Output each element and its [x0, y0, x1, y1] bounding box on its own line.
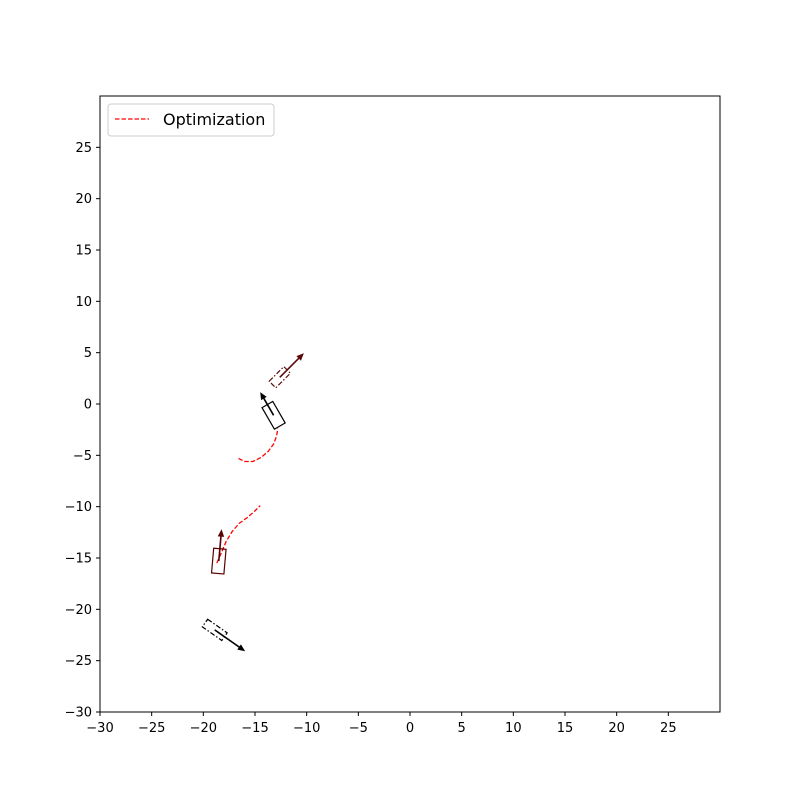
x-tick-label: 0 — [406, 721, 414, 736]
vehicle-4 — [201, 618, 246, 652]
legend-box — [107, 103, 275, 137]
y-tick-label: 5 — [84, 346, 92, 361]
heading-arrow-shaft — [279, 356, 301, 378]
y-tick-label: 0 — [84, 398, 92, 413]
x-tick-label: 25 — [660, 721, 677, 736]
series-line-optimization — [216, 505, 261, 564]
x-tick-label: 5 — [458, 721, 466, 736]
y-tick-label: −5 — [73, 449, 92, 464]
vehicle-1 — [260, 392, 286, 430]
x-tick-label: 10 — [505, 721, 522, 736]
x-axis: −30 −25 −20 −15 −10 −5 0 5 10 15 20 25 — [86, 712, 677, 736]
x-tick-label: −5 — [349, 721, 368, 736]
heading-arrow-head — [296, 353, 304, 361]
vehicle-3 — [210, 529, 227, 575]
y-tick-label: −25 — [65, 654, 92, 669]
heading-arrow-head — [237, 644, 246, 652]
heading-arrow-head — [217, 529, 225, 537]
x-tick-label: −20 — [190, 721, 217, 736]
y-tick-label: 15 — [75, 244, 92, 259]
x-tick-label: −15 — [241, 721, 268, 736]
vehicle-2 — [268, 353, 304, 389]
series-line-optimization — [238, 428, 279, 463]
y-tick-label: 10 — [75, 295, 92, 310]
heading-arrow-shaft — [218, 534, 222, 562]
heading-arrow-shaft — [262, 396, 275, 416]
x-tick-label: −25 — [138, 721, 165, 736]
heading-arrow-shaft — [214, 629, 242, 650]
y-tick-label: −15 — [65, 552, 92, 567]
y-tick-label: 25 — [75, 141, 92, 156]
x-tick-label: 20 — [608, 721, 625, 736]
plot-content — [201, 353, 304, 652]
legend: Optimization — [107, 103, 275, 137]
y-tick-label: −10 — [65, 500, 92, 515]
y-tick-label: 20 — [75, 192, 92, 207]
x-tick-label: 15 — [557, 721, 574, 736]
y-axis: −30 −25 −20 −15 −10 −5 0 5 10 15 20 25 — [65, 141, 100, 721]
x-tick-label: −30 — [86, 721, 113, 736]
heading-arrow-head — [260, 392, 267, 401]
legend-label-optimization: Optimization — [163, 110, 265, 129]
y-tick-label: −20 — [65, 603, 92, 618]
y-tick-label: −30 — [65, 706, 92, 721]
x-tick-label: −10 — [293, 721, 320, 736]
